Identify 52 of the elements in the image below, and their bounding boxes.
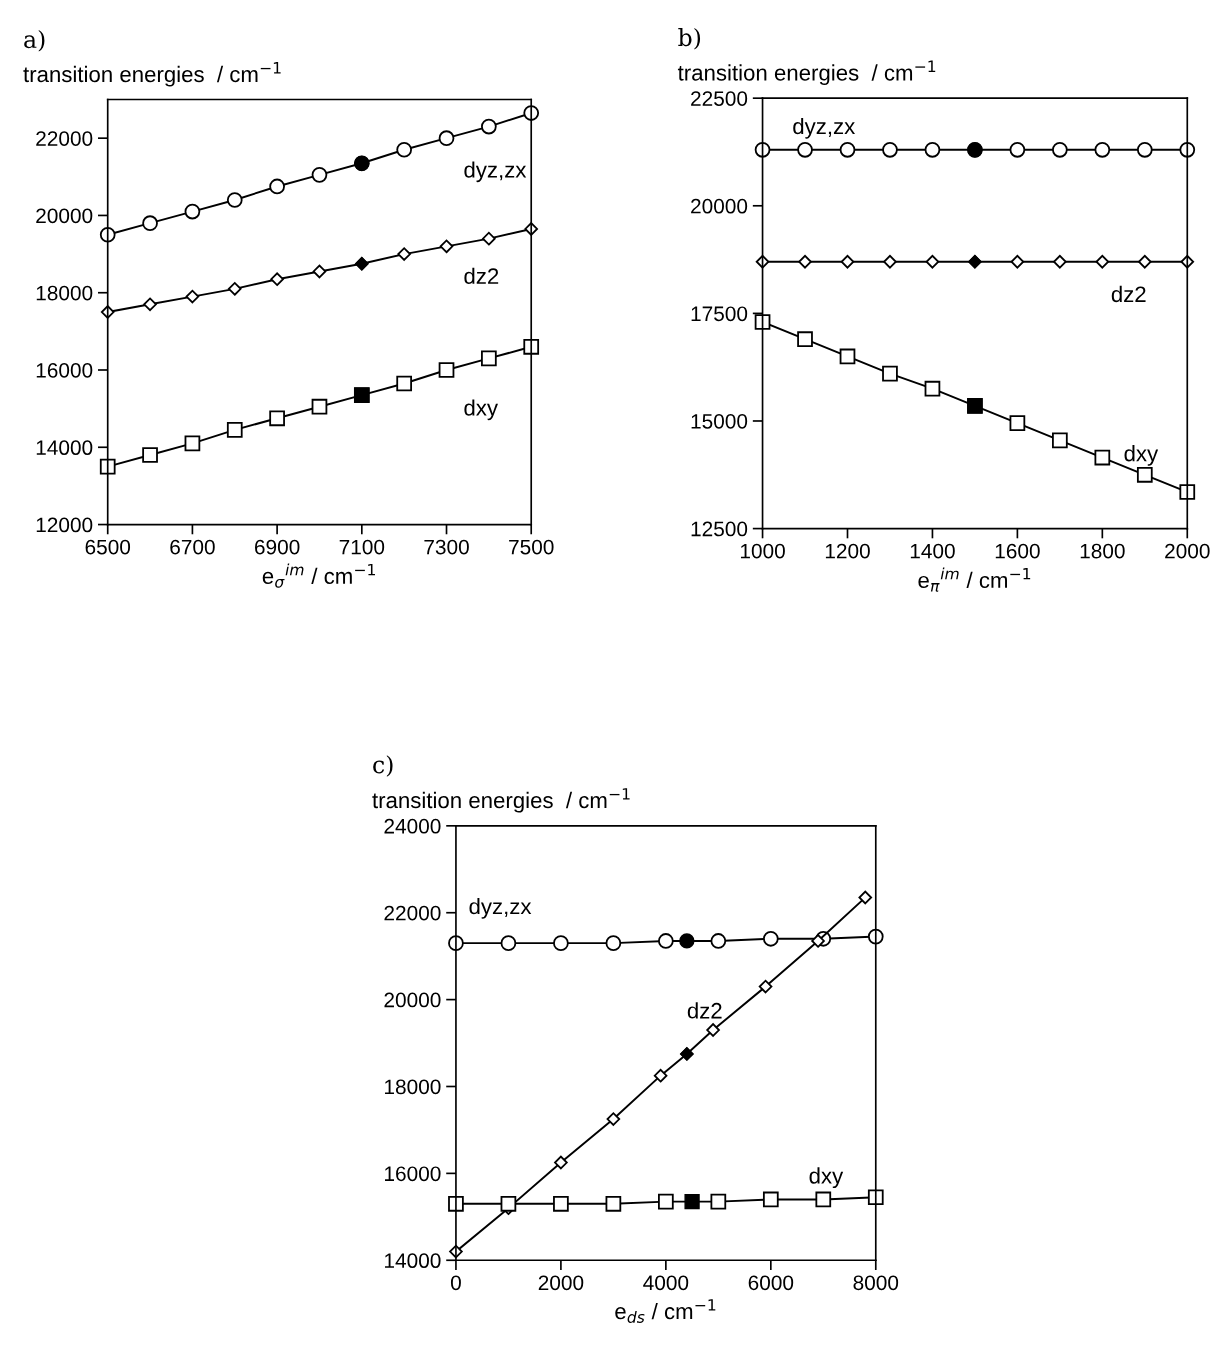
series-label: dxy	[464, 399, 498, 421]
chart-title: b)	[678, 27, 701, 50]
x-tick-label: 6700	[170, 539, 215, 555]
x-tick-label: 8000	[853, 1275, 899, 1291]
y-tick-label: 24000	[384, 818, 441, 834]
y-axis-title: transition energies / cm$^{−1}$	[23, 62, 281, 87]
x-tick-label: 1400	[910, 543, 955, 559]
y-tick-label: 16000	[36, 363, 93, 378]
x-tick-label: 7300	[424, 539, 469, 555]
x-tick-label: 4000	[643, 1275, 689, 1291]
chart-title: c)	[373, 755, 393, 777]
x-tick-label: 7500	[509, 539, 554, 555]
series-label: dyz,zx	[464, 161, 527, 183]
y-tick-label: 12000	[36, 517, 93, 533]
x-tick-label: 1800	[1080, 543, 1125, 559]
y-tick-label: 22000	[384, 905, 441, 921]
x-tick-label: 2000	[1165, 543, 1210, 559]
x-axis-title: e$_{ds}$ / cm$^{−1}$	[615, 1299, 716, 1323]
y-tick-label: 22500	[691, 91, 748, 106]
x-tick-label: 6900	[255, 539, 300, 555]
y-tick-label: 18000	[36, 285, 93, 301]
series-label: dxy	[1124, 445, 1159, 466]
x-tick-label: 1600	[995, 543, 1040, 559]
y-tick-label: 15000	[691, 413, 748, 429]
x-axis-title: e$_{σ}$$^{im}$ / cm$^{−1}$	[262, 563, 375, 588]
y-tick-label: 14000	[385, 1253, 441, 1269]
series-label: dz2	[1111, 285, 1146, 303]
y-tick-label: 20000	[384, 992, 441, 1008]
series-label: dz2	[464, 267, 499, 284]
series-label: dyz,zx	[793, 117, 856, 139]
y-tick-label: 14000	[36, 440, 93, 456]
y-axis-title: transition energies / cm$^{−1}$	[677, 60, 936, 86]
x-axis-title: e$_{π}$$^{im}$ / cm$^{−1}$	[918, 567, 1031, 592]
y-tick-label: 17500	[691, 306, 748, 322]
y-tick-label: 22000	[36, 131, 93, 146]
x-tick-label: 2000	[538, 1275, 584, 1291]
x-tick-label: 7100	[339, 539, 385, 555]
x-tick-label: 0	[450, 1275, 461, 1291]
series-label: dyz,zx	[469, 898, 532, 919]
series-label: dz2	[687, 1002, 722, 1019]
x-tick-label: 1200	[825, 543, 870, 559]
y-tick-label: 12500	[691, 521, 748, 537]
y-tick-label: 16000	[385, 1166, 441, 1182]
y-tick-label: 20000	[691, 198, 748, 214]
y-tick-label: 20000	[36, 208, 93, 224]
y-tick-label: 18000	[385, 1079, 441, 1095]
x-tick-label: 6000	[748, 1275, 794, 1291]
series-label: dxy	[809, 1167, 844, 1189]
x-tick-label: 6500	[85, 539, 131, 555]
chart-title: a)	[24, 29, 45, 52]
y-axis-title: transition energies / cm$^{−1}$	[372, 788, 630, 813]
x-tick-label: 1000	[740, 543, 785, 559]
